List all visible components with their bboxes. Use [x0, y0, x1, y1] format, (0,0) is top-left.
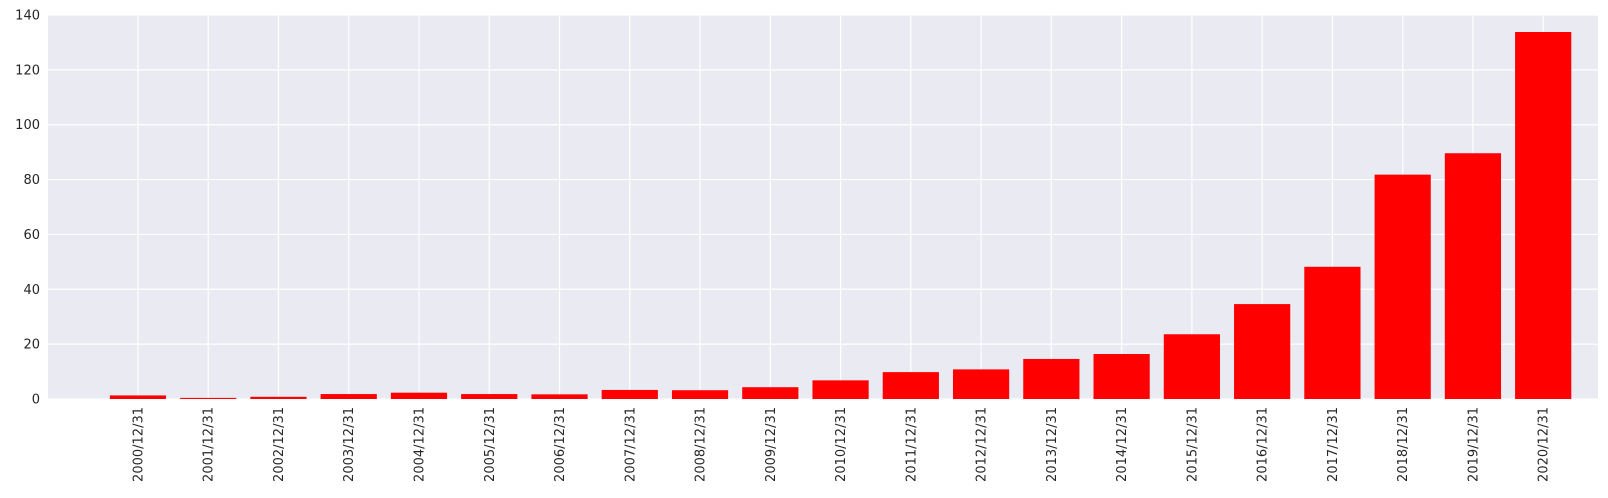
- x-tick-label: 2011/12/31: [904, 407, 919, 482]
- x-tick-label: 2017/12/31: [1326, 407, 1341, 482]
- x-tick-label: 2002/12/31: [272, 407, 287, 482]
- bar: [1374, 174, 1431, 399]
- bar: [461, 394, 518, 399]
- bar: [1234, 304, 1291, 399]
- y-tick-label: 140: [15, 9, 40, 24]
- x-tick-label: 2001/12/31: [202, 407, 217, 482]
- x-tick-label: 2004/12/31: [412, 407, 427, 482]
- x-tick-label: 2006/12/31: [553, 407, 568, 482]
- x-tick-label: 2014/12/31: [1115, 407, 1130, 482]
- bar: [531, 394, 588, 399]
- y-tick-label: 60: [23, 228, 40, 243]
- y-tick-label: 100: [15, 118, 40, 133]
- bar: [952, 369, 1010, 399]
- bar: [250, 396, 307, 399]
- y-tick-label: 0: [32, 393, 40, 408]
- x-tick-label: 2015/12/31: [1185, 407, 1200, 482]
- bar: [390, 392, 448, 399]
- y-tick-label: 40: [23, 283, 40, 298]
- bar: [1304, 266, 1361, 399]
- bar: [1093, 354, 1150, 399]
- bar: [109, 395, 167, 399]
- x-tick-label: 2019/12/31: [1466, 407, 1481, 482]
- bar: [812, 380, 869, 399]
- y-tick-label: 20: [23, 338, 40, 353]
- x-tick-label: 2018/12/31: [1396, 407, 1411, 482]
- x-tick-label: 2008/12/31: [694, 407, 709, 482]
- x-tick-label: 2005/12/31: [483, 407, 498, 482]
- plot-background: [48, 15, 1598, 399]
- y-tick-label: 80: [23, 173, 40, 188]
- x-tick-label: 2012/12/31: [975, 407, 990, 482]
- x-tick-label: 2009/12/31: [764, 407, 779, 482]
- x-tick-label: 2013/12/31: [1045, 407, 1060, 482]
- bar: [882, 372, 939, 399]
- bars: [109, 32, 1572, 400]
- bar: [1023, 358, 1080, 399]
- bar: [180, 397, 237, 399]
- x-tick-label: 2020/12/31: [1537, 407, 1552, 482]
- x-axis-tick-labels: 2000/12/31 2001/12/31 2002/12/31 2003/12/31…: [131, 407, 1551, 482]
- bar: [320, 394, 377, 399]
- x-tick-label: 2000/12/31: [131, 407, 146, 482]
- bar: [1515, 32, 1572, 400]
- bar: [671, 390, 729, 399]
- y-tick-label: 120: [15, 63, 40, 78]
- x-tick-label: 2010/12/31: [834, 407, 849, 482]
- x-tick-label: 2007/12/31: [623, 407, 638, 482]
- y-axis-tick-labels: 0 20 40 60 80 100 120 140: [15, 9, 40, 408]
- bar: [1444, 153, 1502, 399]
- bar: [601, 389, 658, 399]
- x-tick-label: 2016/12/31: [1256, 407, 1271, 482]
- grid-lines: [48, 14, 1598, 400]
- x-tick-label: 2003/12/31: [342, 407, 357, 482]
- bar: [742, 387, 799, 399]
- bar: [1163, 334, 1220, 399]
